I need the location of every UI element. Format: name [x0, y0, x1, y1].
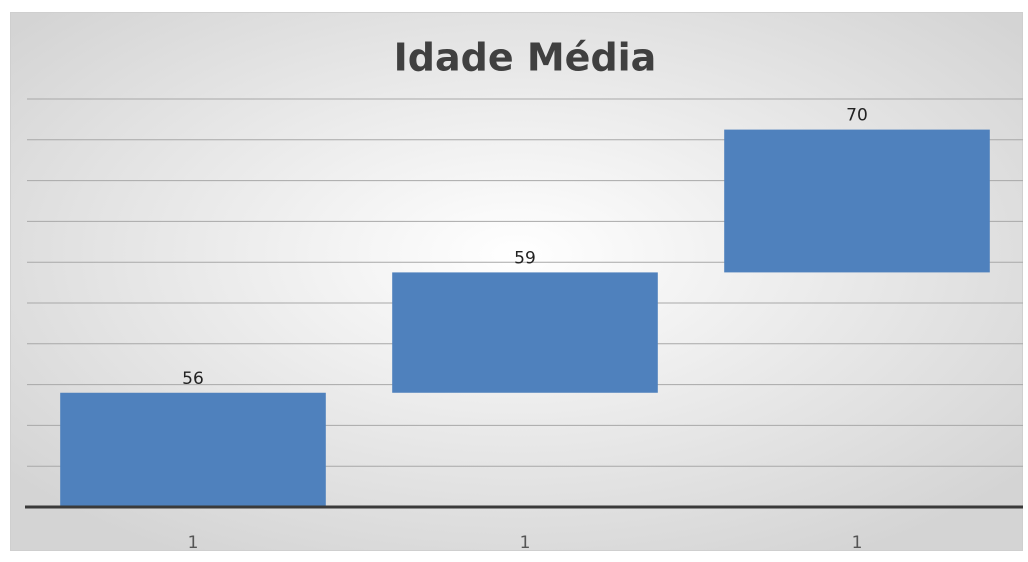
- x-tick-label: 1: [188, 533, 199, 553]
- data-label: 70: [846, 106, 868, 126]
- x-tick-label: 1: [852, 533, 863, 553]
- data-label: 56: [182, 369, 204, 389]
- bar: [724, 129, 990, 273]
- chart-title: Idade Média: [394, 36, 657, 80]
- bar: [392, 272, 658, 393]
- bar: [60, 392, 326, 507]
- x-tick-label: 1: [520, 533, 531, 553]
- data-label: 59: [514, 248, 536, 268]
